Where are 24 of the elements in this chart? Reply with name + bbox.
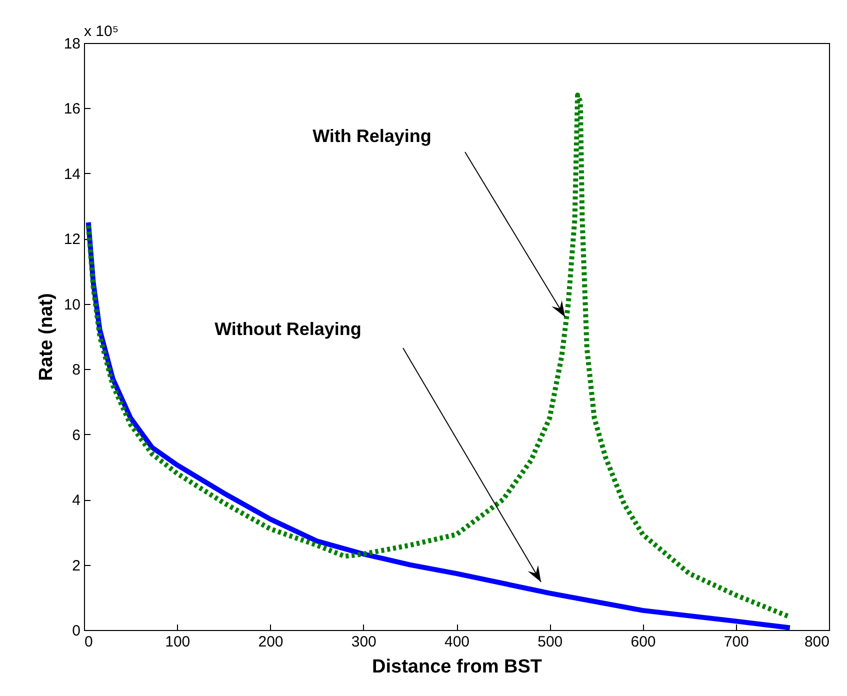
annotation: Without Relaying	[214, 319, 362, 339]
y-tick-label: 10	[64, 296, 80, 314]
y-tick-label: 0	[72, 622, 80, 640]
x-tick-label: 700	[724, 634, 749, 650]
x-tick-label: 800	[804, 634, 830, 650]
y-tick-label: 6	[72, 426, 80, 444]
y-tick-label: 12	[64, 231, 80, 248]
x-tick-label: 200	[258, 634, 284, 650]
y-tick-label: 16	[64, 100, 80, 118]
x-tick-label: 300	[351, 634, 376, 650]
y-tick-label: 14	[64, 166, 80, 183]
y-tick-label: 18	[64, 36, 80, 52]
x-axis-title: Distance from BST	[372, 656, 542, 678]
x-tick-label: 600	[630, 634, 656, 650]
y-tick-label: 2	[72, 557, 80, 574]
y-tick-label: 4	[72, 492, 80, 510]
y-tick-label: 8	[72, 362, 80, 379]
x-tick-label: 500	[538, 634, 563, 650]
x-tick-label: 0	[84, 634, 93, 650]
x-tick-label: 100	[165, 634, 190, 650]
x-tick-label: 400	[444, 634, 470, 650]
annotation: With Relaying	[312, 126, 432, 146]
y-axis-title: Rate (nat)	[36, 293, 57, 381]
text: x 10⁵	[84, 23, 119, 40]
